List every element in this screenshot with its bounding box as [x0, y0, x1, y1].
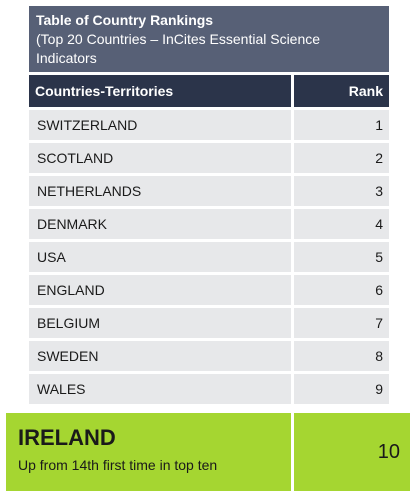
rank-cell: 3 [294, 176, 389, 206]
country-cell: NETHERLANDS [29, 176, 291, 206]
rank-cell: 4 [294, 209, 389, 239]
column-header-country: Countries-Territories [29, 75, 291, 107]
table-body: SWITZERLAND 1 SCOTLAND 2 NETHERLANDS 3 D… [29, 110, 389, 404]
table-subtitle-line2: Indicators [36, 50, 97, 66]
table-row: SWEDEN 8 [29, 341, 389, 371]
country-cell: SCOTLAND [29, 143, 291, 173]
highlight-country-cell: IRELAND Up from 14th first time in top t… [6, 413, 291, 491]
country-cell: USA [29, 242, 291, 272]
rank-cell: 1 [294, 110, 389, 140]
table-header-row: Countries-Territories Rank [29, 75, 389, 107]
country-cell: SWEDEN [29, 341, 291, 371]
rank-cell: 5 [294, 242, 389, 272]
highlight-rank-cell: 10 [294, 413, 410, 491]
table-title-block: Table of Country Rankings (Top 20 Countr… [29, 6, 389, 72]
highlight-note: Up from 14th first time in top ten [18, 457, 218, 473]
rank-cell: 7 [294, 308, 389, 338]
country-cell: WALES [29, 374, 291, 404]
table-row: USA 5 [29, 242, 389, 272]
rank-cell: 9 [294, 374, 389, 404]
table-title: Table of Country Rankings [36, 12, 214, 28]
column-header-rank: Rank [294, 75, 389, 107]
table-row: DENMARK 4 [29, 209, 389, 239]
rankings-table: Table of Country Rankings (Top 20 Countr… [29, 6, 389, 404]
highlight-country-name: IRELAND [18, 425, 116, 450]
country-cell: BELGIUM [29, 308, 291, 338]
rank-cell: 2 [294, 143, 389, 173]
table-row: SWITZERLAND 1 [29, 110, 389, 140]
country-cell: SWITZERLAND [29, 110, 291, 140]
table-row: SCOTLAND 2 [29, 143, 389, 173]
country-cell: ENGLAND [29, 275, 291, 305]
table-row: BELGIUM 7 [29, 308, 389, 338]
table-row: ENGLAND 6 [29, 275, 389, 305]
highlight-row-ireland: IRELAND Up from 14th first time in top t… [6, 413, 410, 491]
rank-cell: 6 [294, 275, 389, 305]
table-row: WALES 9 [29, 374, 389, 404]
country-cell: DENMARK [29, 209, 291, 239]
table-row: NETHERLANDS 3 [29, 176, 389, 206]
table-subtitle-line1: (Top 20 Countries – InCites Essential Sc… [36, 31, 321, 47]
rank-cell: 8 [294, 341, 389, 371]
